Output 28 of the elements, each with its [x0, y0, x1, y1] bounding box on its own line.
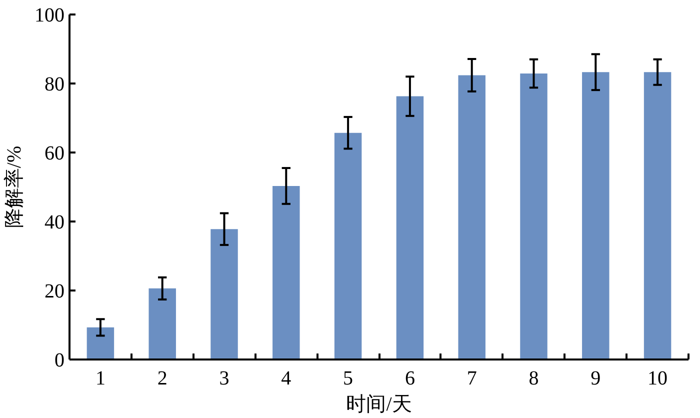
bar — [210, 229, 238, 360]
bar — [396, 96, 424, 360]
x-tick-label: 4 — [281, 368, 292, 390]
bar — [334, 132, 362, 360]
bar — [520, 73, 548, 360]
x-tick-label: 5 — [343, 368, 354, 390]
x-tick-label: 9 — [590, 368, 601, 390]
bar — [644, 72, 672, 360]
bar — [148, 288, 176, 360]
y-tick-label: 20 — [44, 280, 64, 302]
bar — [272, 186, 300, 360]
y-tick-label: 40 — [44, 212, 64, 234]
y-tick-label: 80 — [44, 74, 64, 96]
x-tick-label: 7 — [466, 368, 477, 390]
x-tick-label: 2 — [157, 368, 168, 390]
y-tick-label: 100 — [34, 4, 64, 26]
y-tick-label: 60 — [44, 142, 64, 164]
x-tick-label: 10 — [648, 368, 668, 390]
bar — [86, 327, 114, 360]
x-tick-label: 3 — [219, 368, 230, 390]
y-axis-title: 降解率/% — [4, 146, 26, 228]
y-tick-label: 0 — [54, 350, 64, 372]
x-tick-label: 8 — [528, 368, 539, 390]
bar — [582, 72, 610, 360]
x-tick-label: 1 — [95, 368, 106, 390]
x-tick-label: 6 — [404, 368, 415, 390]
x-axis-title: 时间/天 — [346, 394, 412, 416]
bar — [458, 75, 486, 360]
